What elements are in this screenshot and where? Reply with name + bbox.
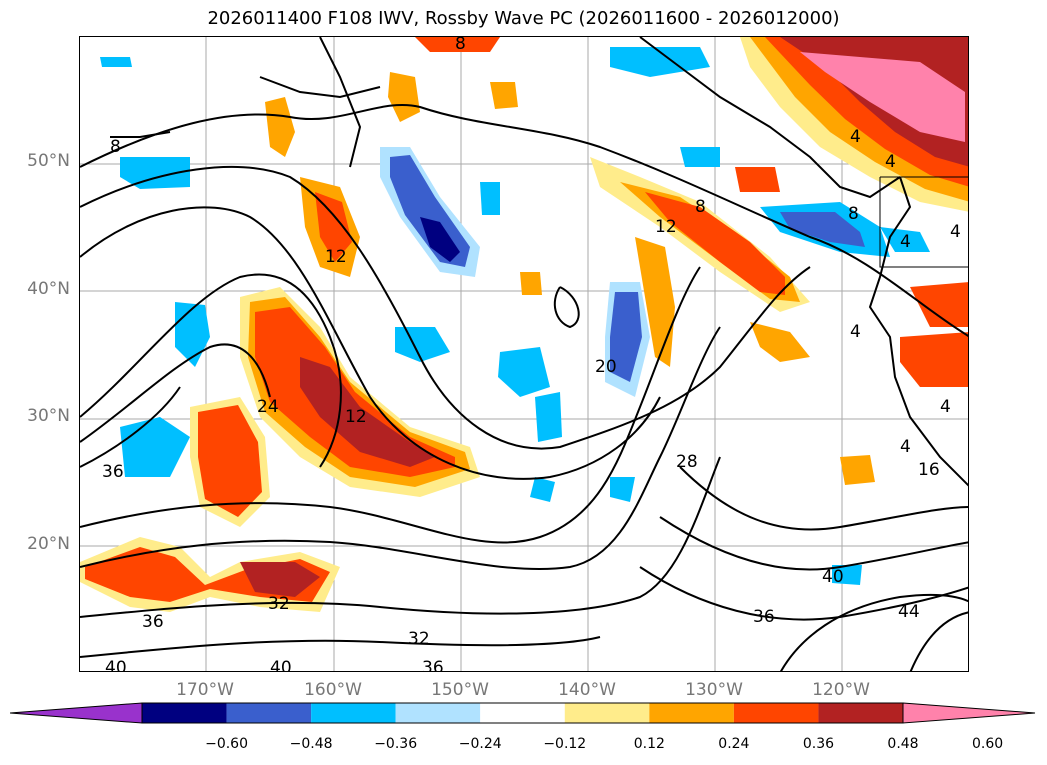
contour-label: 20 bbox=[595, 357, 617, 377]
lon-label-120w: 120°W bbox=[812, 680, 870, 700]
colorbar-tick-label: 0.12 bbox=[633, 736, 665, 752]
map-title: 2026011400 F108 IWV, Rossby Wave PC (202… bbox=[207, 8, 840, 29]
contour-label: 32 bbox=[408, 629, 430, 649]
colorbar-extend-low bbox=[10, 702, 143, 724]
colorbar-swatches bbox=[10, 702, 1036, 724]
contour-label: 12 bbox=[325, 247, 347, 267]
colorbar-tick-label: −0.48 bbox=[289, 736, 333, 752]
lon-label-170w: 170°W bbox=[176, 680, 234, 700]
map-panel: 8 8 12 12 12 8 4 4 8 4 4 4 4 4 16 24 20 … bbox=[79, 36, 969, 672]
lon-label-160w: 160°W bbox=[304, 680, 362, 700]
colorbar-tick-label: −0.12 bbox=[543, 736, 587, 752]
lat-label-30n: 30°N bbox=[27, 406, 70, 426]
contour-label: 12 bbox=[655, 217, 677, 237]
contour-label: 4 bbox=[950, 222, 961, 242]
lat-label-40n: 40°N bbox=[27, 279, 70, 299]
contour-label: 4 bbox=[900, 232, 911, 252]
negative-anomaly-regions bbox=[100, 47, 930, 585]
lon-label-140w: 140°W bbox=[558, 680, 616, 700]
colorbar-swatch bbox=[649, 703, 734, 723]
contour-label: 36 bbox=[102, 462, 124, 482]
contour-label: 40 bbox=[822, 567, 844, 587]
colorbar-swatch bbox=[818, 703, 903, 723]
contour-label: 40 bbox=[105, 658, 127, 672]
colorbar-swatch bbox=[733, 703, 819, 723]
colorbar-tick-label: −0.36 bbox=[374, 736, 418, 752]
contour-label: 4 bbox=[850, 322, 861, 342]
contour-label: 40 bbox=[270, 658, 292, 672]
contour-label: 8 bbox=[848, 204, 859, 224]
contour-label: 4 bbox=[900, 437, 911, 457]
lat-label-50n: 50°N bbox=[27, 151, 70, 171]
colorbar-swatch bbox=[142, 703, 227, 723]
colorbar-swatch bbox=[311, 703, 396, 723]
colorbar-swatch bbox=[480, 703, 565, 723]
height-contours bbox=[80, 103, 968, 671]
colorbar-swatch bbox=[564, 703, 650, 723]
contour-label: 8 bbox=[695, 197, 706, 217]
colorbar-tick-label: 0.60 bbox=[971, 736, 1004, 752]
lon-label-130w: 130°W bbox=[685, 680, 743, 700]
contour-label: 8 bbox=[455, 37, 466, 54]
colorbar-tick-label: −0.60 bbox=[205, 736, 248, 752]
contour-label: 24 bbox=[257, 397, 279, 417]
contour-label: 4 bbox=[885, 152, 896, 172]
colorbar-swatch bbox=[226, 703, 312, 723]
map-canvas: 8 8 12 12 12 8 4 4 8 4 4 4 4 4 16 24 20 … bbox=[80, 37, 968, 672]
contour-label: 8 bbox=[110, 137, 121, 157]
contour-label: 4 bbox=[850, 127, 861, 147]
colorbar-extend-high bbox=[902, 702, 1036, 724]
contour-label: 12 bbox=[345, 407, 367, 427]
colorbar-tick-label: 0.48 bbox=[887, 736, 919, 752]
lon-label-150w: 150°W bbox=[431, 680, 489, 700]
colorbar-tick-label: 0.36 bbox=[802, 736, 835, 752]
colorbar-tick-label: −0.24 bbox=[458, 736, 502, 752]
contour-labels: 8 8 12 12 12 8 4 4 8 4 4 4 4 4 16 24 20 … bbox=[102, 37, 961, 672]
contour-label: 36 bbox=[753, 607, 775, 627]
contour-label: 28 bbox=[676, 452, 698, 472]
coastlines bbox=[110, 37, 968, 487]
colorbar-swatch bbox=[395, 703, 481, 723]
contour-label: 32 bbox=[268, 594, 290, 614]
contour-label: 16 bbox=[918, 460, 940, 480]
contour-label: 4 bbox=[940, 397, 951, 417]
positive-anomaly-regions bbox=[80, 37, 968, 612]
lat-label-20n: 20°N bbox=[27, 534, 70, 554]
contour-label: 36 bbox=[422, 658, 444, 672]
contour-label: 44 bbox=[898, 602, 920, 622]
colorbar-tick-label: 0.24 bbox=[718, 736, 750, 752]
contour-label: 36 bbox=[142, 612, 164, 632]
colorbar bbox=[10, 702, 1036, 724]
